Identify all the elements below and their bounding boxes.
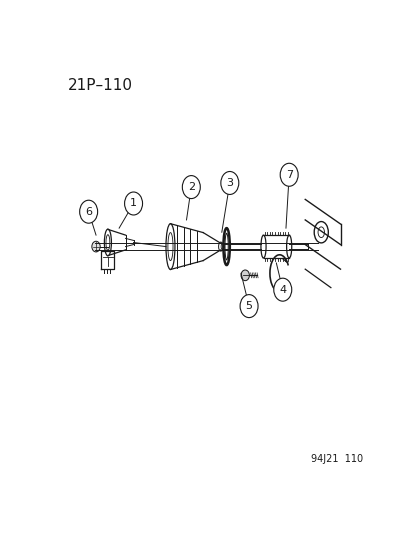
Circle shape (220, 172, 238, 195)
Text: 94J21  110: 94J21 110 (310, 454, 362, 464)
Text: 2: 2 (188, 182, 195, 192)
Text: 6: 6 (85, 207, 92, 217)
Circle shape (240, 295, 257, 318)
Circle shape (124, 192, 142, 215)
Circle shape (92, 241, 100, 252)
Text: 5: 5 (245, 301, 252, 311)
Circle shape (280, 163, 297, 186)
Circle shape (79, 200, 97, 223)
Text: 21P–110: 21P–110 (68, 78, 133, 93)
Circle shape (240, 270, 249, 281)
Circle shape (273, 278, 291, 301)
Text: 4: 4 (278, 285, 286, 295)
Text: 3: 3 (226, 178, 233, 188)
Text: 7: 7 (285, 170, 292, 180)
Circle shape (182, 175, 200, 199)
Text: 1: 1 (130, 198, 137, 208)
